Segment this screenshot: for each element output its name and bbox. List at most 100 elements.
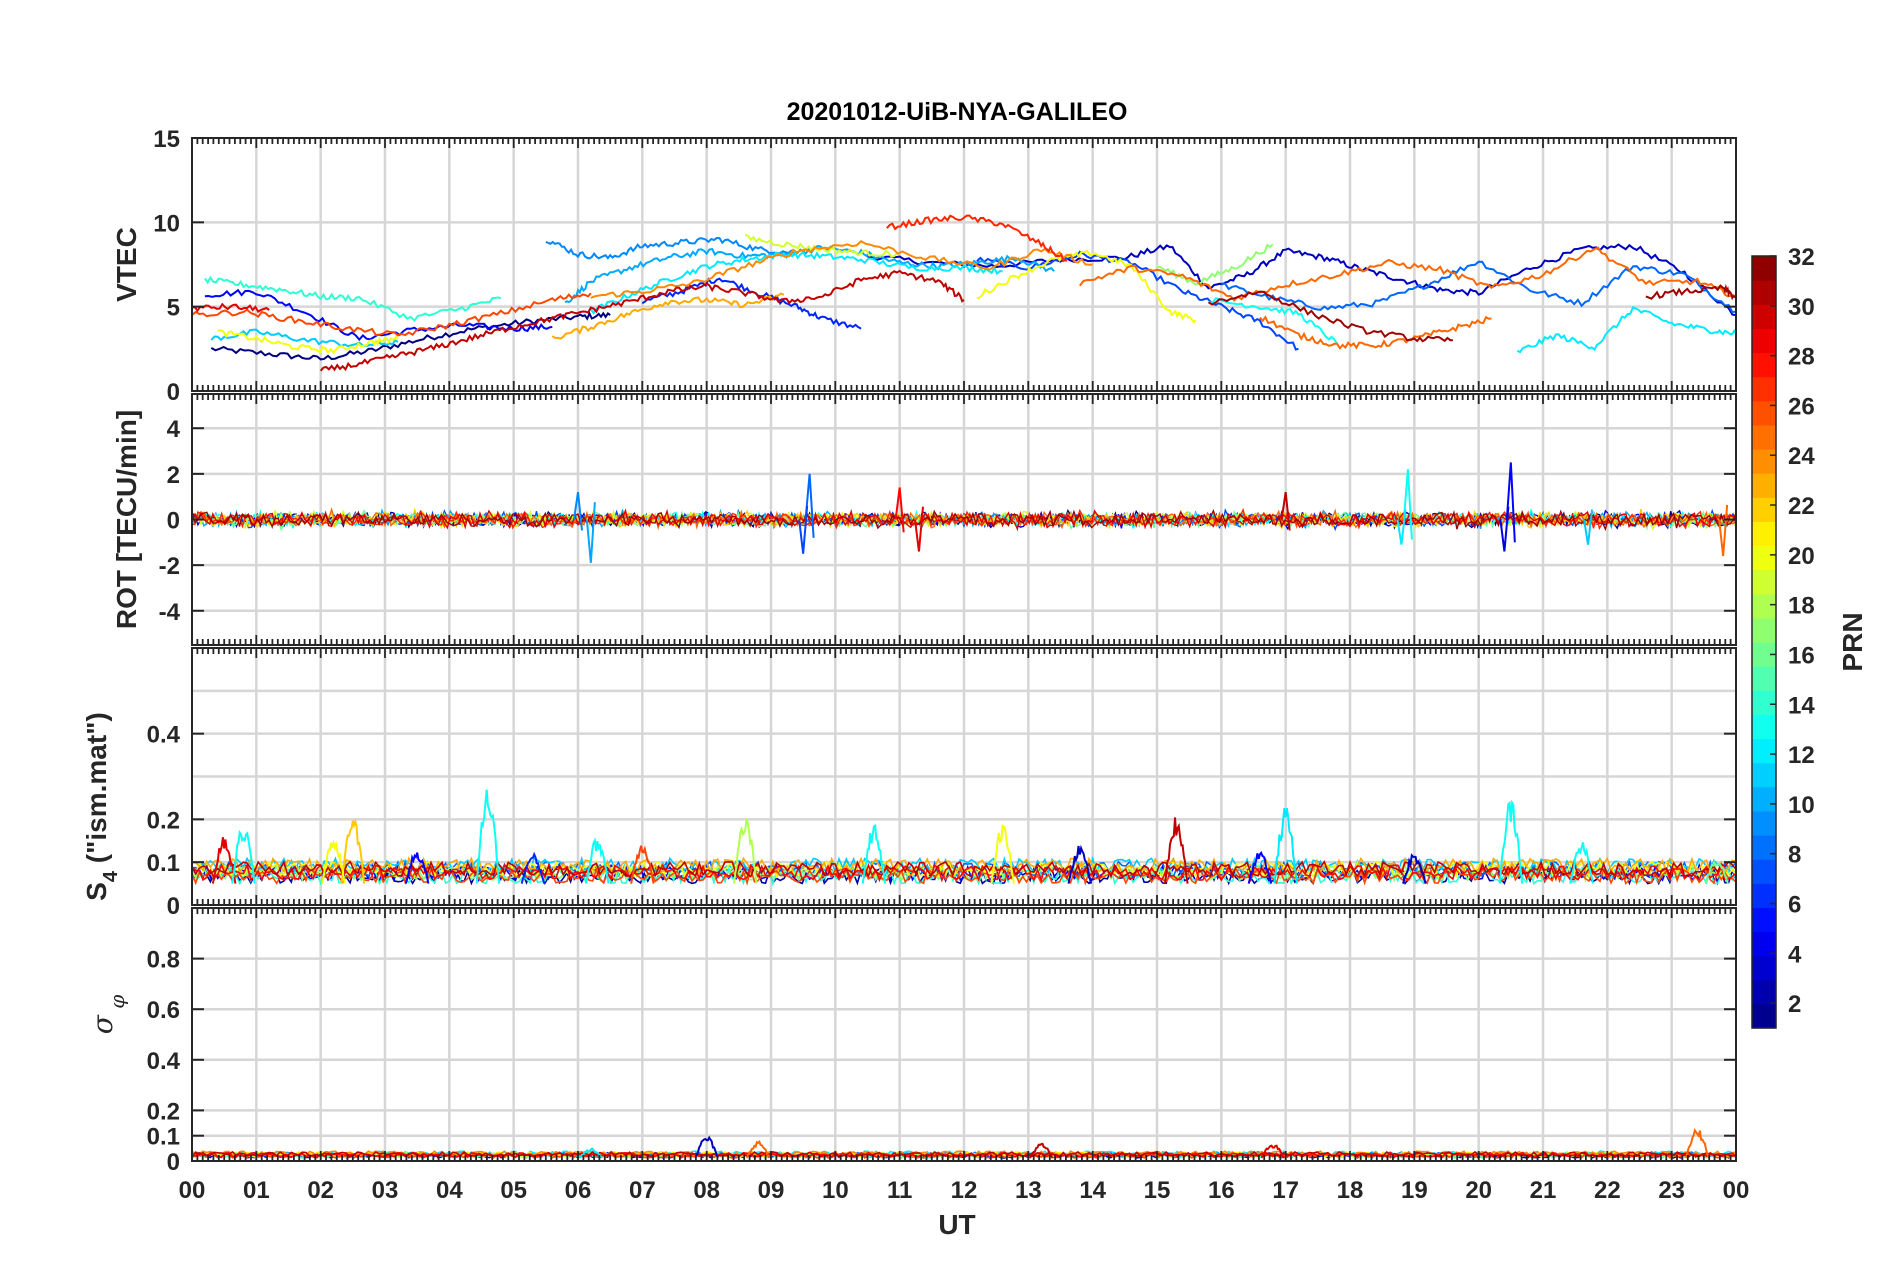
y-tick-label: 0.4 (147, 722, 181, 749)
data-layer (192, 789, 1736, 887)
colorbar-tick-label: 12 (1788, 742, 1815, 769)
y-tick-label: 0.8 (147, 947, 180, 974)
colorbar-tick-label: 10 (1788, 792, 1815, 819)
colorbar-tick-label: 6 (1788, 891, 1801, 918)
colorbar-tick-label: 26 (1788, 393, 1815, 420)
panel-s4: 0 0.1 0.2 0.4 S4 ("ism.mat") (81, 647, 1737, 920)
vtec-series-prn-8 (1221, 260, 1736, 314)
s4-peak-prn-13 (861, 823, 887, 884)
s4-peak-prn-20 (990, 824, 1015, 884)
s4-peak-prn-13 (475, 789, 501, 884)
s4-peak-prn-22 (340, 817, 366, 884)
sigma-peak-prn-25 (745, 1139, 771, 1159)
colorbar-swatch (1752, 1003, 1776, 1029)
chart-title: 20201012-UiB-NYA-GALILEO (787, 98, 1128, 126)
minor-ticks (196, 908, 1732, 1161)
panel-sigma: 00.10.2 0.4 0.6 0.8 σ φ (86, 907, 1737, 1176)
colorbar-tick-label: 20 (1788, 543, 1815, 570)
s4-peak-prn-13 (1569, 842, 1594, 884)
s4-peak-prn-18 (733, 818, 758, 884)
vtec-series-prn-3 (867, 243, 1736, 317)
x-tick-label: 17 (1272, 1177, 1299, 1204)
vtec-series-prn-31 (1207, 290, 1454, 343)
y-tick-label: 0.1 (147, 1124, 180, 1151)
x-tick-label: 20 (1465, 1177, 1492, 1204)
colorbar-swatch (1752, 738, 1776, 764)
y-tick-label: -4 (159, 599, 181, 626)
vtec-series-prn-17 (1156, 243, 1274, 286)
colorbar-swatch (1752, 569, 1776, 595)
vtec-series-prn-27 (886, 214, 1068, 263)
x-tick-label: 02 (307, 1177, 334, 1204)
x-tick-label: 00 (179, 1177, 206, 1204)
y-axis-label-rot: ROT [TECU/min] (111, 410, 142, 629)
y-tick-label: 2 (167, 462, 180, 489)
vtec-series-prn-20 (976, 249, 1197, 324)
x-tick-label: 09 (758, 1177, 785, 1204)
x-tick-label: 03 (372, 1177, 399, 1204)
x-tick-label: 00 (1723, 1177, 1750, 1204)
colorbar-swatch (1752, 545, 1776, 571)
s4-series-prn-8 (192, 858, 1736, 880)
colorbar-swatch (1752, 593, 1776, 619)
y-tick-label: 0.6 (147, 997, 180, 1024)
s4-peak-prn-3 (1067, 844, 1093, 884)
colorbar-swatch (1752, 280, 1776, 305)
vtec-series-prn-26 (192, 292, 592, 337)
colorbar-swatch (1752, 473, 1776, 498)
y-axis-label-vtec: VTEC (111, 227, 142, 302)
x-tick-label: 07 (629, 1177, 656, 1204)
x-tick-label: 01 (243, 1177, 270, 1204)
x-tick-label: 04 (436, 1177, 463, 1204)
vtec-series-prn-11 (210, 328, 399, 348)
colorbar-swatch (1752, 786, 1776, 812)
y-tick-label: 0.2 (147, 807, 180, 834)
vtec-series-prn-25 (1079, 246, 1736, 302)
colorbar-tick-label: 30 (1788, 294, 1815, 321)
colorbar-swatch (1752, 617, 1776, 643)
y-tick-label: 0 (167, 508, 180, 535)
colorbar-swatch (1752, 979, 1776, 1005)
rot-spike (1396, 509, 1407, 545)
rot-spike (1583, 509, 1594, 545)
colorbar-swatch (1752, 690, 1776, 715)
data-layer (192, 462, 1736, 563)
colorbar-tick-label: 2 (1788, 991, 1801, 1018)
x-tick-label: 13 (1015, 1177, 1042, 1204)
colorbar-swatch (1752, 328, 1776, 354)
x-tick-label: 14 (1079, 1177, 1106, 1204)
colorbar-swatch (1752, 907, 1776, 933)
colorbar-swatch (1752, 449, 1776, 474)
s4-peak-prn-20 (321, 839, 346, 884)
colorbar-tick-label: 24 (1788, 443, 1815, 470)
s4-peak-prn-5 (404, 852, 430, 884)
rot-spike (894, 487, 905, 533)
x-axis-label: UT (938, 1209, 975, 1240)
colorbar-swatch (1752, 376, 1776, 402)
vtec-series-prn-25 (1259, 315, 1492, 350)
x-tick-label: 10 (822, 1177, 849, 1204)
s4-peak-prn-12 (1273, 807, 1298, 884)
rot-spike (1505, 462, 1516, 543)
colorbar-frame (1751, 255, 1777, 1029)
y-tick-label: 0 (167, 893, 180, 920)
colorbar-swatch (1752, 762, 1776, 788)
s4-peak-prn-29 (211, 837, 237, 884)
vtec-series-prn-30 (319, 269, 965, 372)
colorbar-swatch (1752, 304, 1776, 329)
colorbar-swatch (1752, 424, 1776, 450)
s4-peak-prn-13 (585, 837, 610, 884)
panel-vtec: 0 5 10 15 VTEC (111, 126, 1737, 406)
x-tick-label: 06 (565, 1177, 592, 1204)
s4-peak-prn-16 (1704, 859, 1729, 884)
x-tick-label: 23 (1658, 1177, 1685, 1204)
colorbar-swatch (1752, 714, 1776, 740)
y-tick-label: 4 (167, 416, 181, 443)
colorbar-tick-label: 16 (1788, 642, 1815, 669)
data-layer (192, 214, 1736, 372)
x-tick-label: 05 (500, 1177, 527, 1204)
colorbar-tick-label: 28 (1788, 344, 1815, 371)
panel-rot: -4 -2 0 2 4 ROT [TECU/min] (111, 393, 1737, 646)
x-tick-label: 22 (1594, 1177, 1621, 1204)
